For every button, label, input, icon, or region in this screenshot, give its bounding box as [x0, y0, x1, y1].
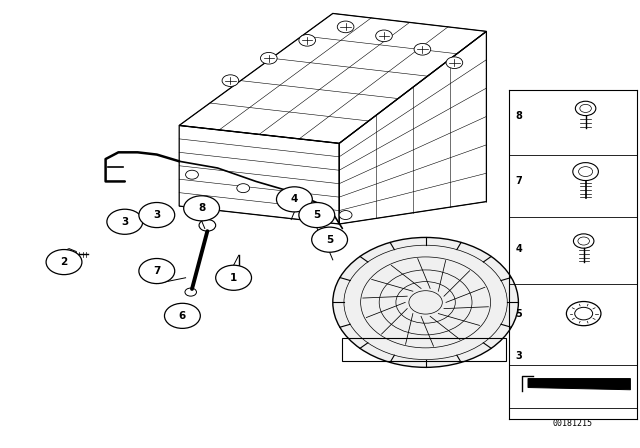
Text: 5: 5 [515, 309, 522, 319]
Text: 7: 7 [515, 177, 522, 186]
Circle shape [260, 52, 277, 64]
Polygon shape [528, 379, 630, 390]
Text: 1: 1 [230, 273, 237, 283]
Text: 2: 2 [60, 257, 68, 267]
Circle shape [199, 220, 216, 231]
Text: 3: 3 [121, 217, 129, 227]
Circle shape [339, 211, 352, 220]
Text: 3: 3 [153, 210, 161, 220]
Circle shape [107, 209, 143, 234]
Circle shape [446, 57, 463, 69]
Text: 8: 8 [198, 203, 205, 213]
Circle shape [414, 43, 431, 55]
Circle shape [222, 75, 239, 86]
Polygon shape [62, 249, 76, 260]
Text: 5: 5 [326, 235, 333, 245]
Text: 3: 3 [515, 351, 522, 361]
Text: 5: 5 [313, 210, 321, 220]
Circle shape [46, 250, 82, 275]
Circle shape [288, 197, 301, 206]
Circle shape [333, 237, 518, 367]
Circle shape [299, 202, 335, 228]
Circle shape [276, 187, 312, 212]
Text: 8: 8 [515, 112, 522, 121]
Circle shape [139, 258, 175, 284]
Text: 00181215: 00181215 [553, 419, 593, 428]
Text: 6: 6 [179, 311, 186, 321]
Circle shape [337, 21, 354, 33]
Circle shape [184, 196, 220, 221]
Circle shape [376, 30, 392, 42]
Text: 4: 4 [291, 194, 298, 204]
Circle shape [299, 34, 316, 46]
Circle shape [216, 265, 252, 290]
Circle shape [186, 170, 198, 179]
Circle shape [237, 184, 250, 193]
Circle shape [164, 303, 200, 328]
Text: 4: 4 [515, 244, 522, 254]
Circle shape [185, 288, 196, 296]
Circle shape [312, 227, 348, 252]
Text: 7: 7 [153, 266, 161, 276]
Circle shape [139, 202, 175, 228]
